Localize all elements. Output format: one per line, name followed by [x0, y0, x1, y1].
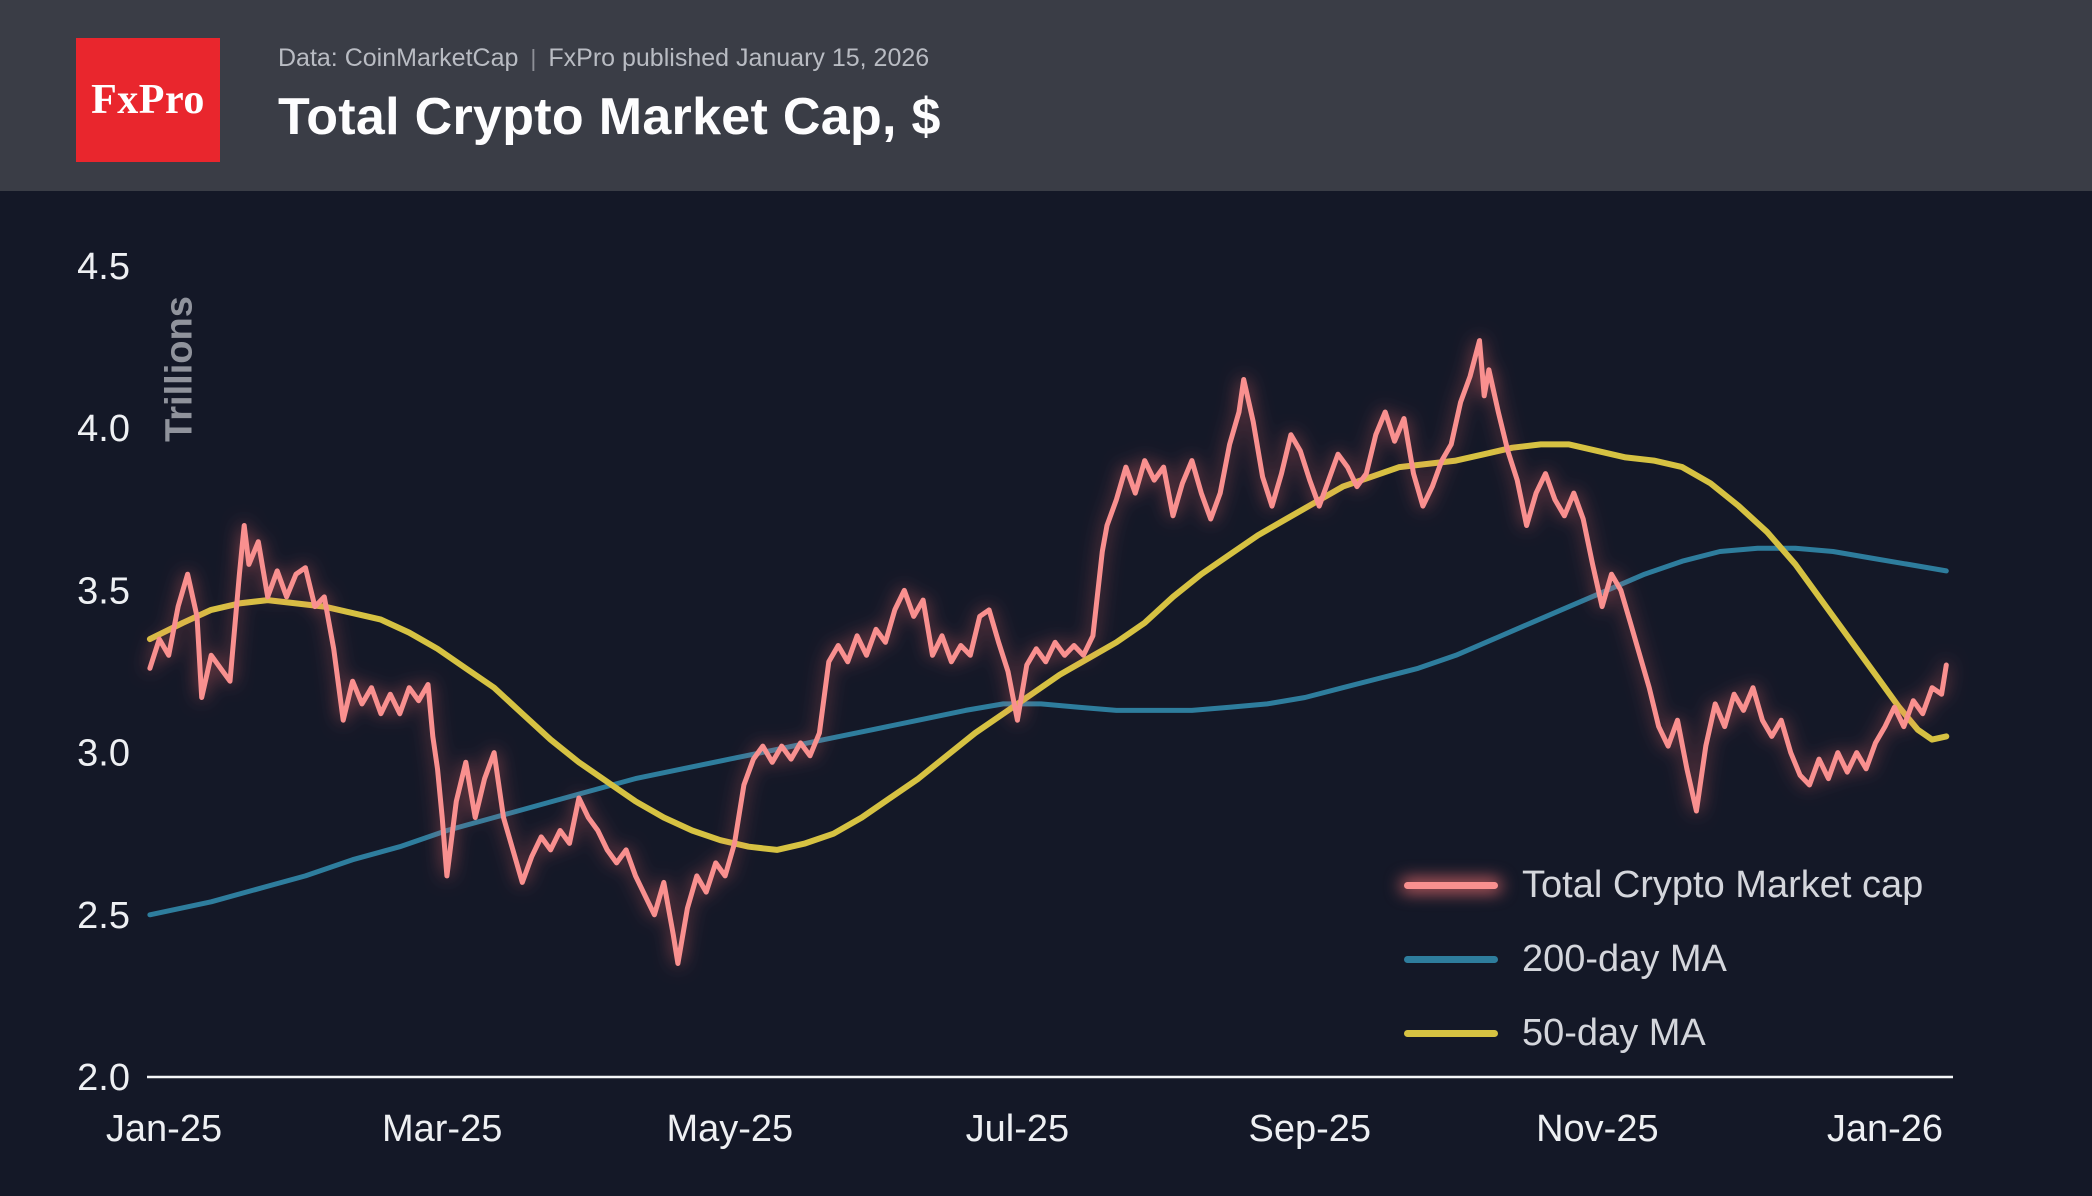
header-text: Data: CoinMarketCap | FxPro published Ja…	[278, 44, 941, 147]
axes: 4.5 4.0 3.5 3.0 2.5 2.0 Jan-25 Mar-25 May-25 Jul-…	[77, 246, 1953, 1150]
x-tick-label: May-25	[666, 1108, 793, 1150]
x-tick-label: Nov-25	[1536, 1108, 1659, 1150]
x-tick-label: Jan-26	[1827, 1108, 1943, 1150]
legend-item-50-day-ma: 50-day MA	[1404, 996, 1923, 1070]
y-tick-label: 2.5	[77, 895, 130, 937]
fxpro-logo-text: FxPro	[91, 77, 205, 123]
legend-label-market-cap: Total Crypto Market cap	[1522, 863, 1924, 906]
y-tick-label: 4.5	[77, 246, 130, 288]
legend-item-market-cap: Total Crypto Market cap	[1404, 848, 1923, 922]
y-tick-label: 3.0	[77, 733, 130, 775]
legend-swatch-market-cap	[1404, 881, 1498, 889]
y-axis-title: Trillions	[158, 296, 201, 442]
x-tick-label: Jul-25	[966, 1108, 1070, 1150]
fxpro-logo: FxPro	[76, 38, 220, 162]
legend-swatch-50-day-ma	[1404, 1029, 1498, 1037]
legend-label-50-day-ma: 50-day MA	[1522, 1011, 1706, 1054]
series-line-total-crypto-market-cap	[147, 338, 1949, 966]
published-label: FxPro published January 15, 2026	[548, 44, 930, 72]
x-tick-label: Mar-25	[382, 1108, 502, 1150]
data-source-line: Data: CoinMarketCap | FxPro published Ja…	[278, 44, 941, 73]
series-group	[146, 338, 1950, 966]
y-tick-label: 3.5	[77, 570, 130, 612]
separator: |	[530, 45, 537, 71]
legend-swatch-200-day-ma	[1404, 955, 1498, 963]
series-line-50-day-ma	[146, 441, 1950, 853]
chart-area: 4.5 4.0 3.5 3.0 2.5 2.0 Jan-25 Mar-25 May-25 Jul-…	[0, 191, 2092, 1196]
x-tick-label: Sep-25	[1248, 1108, 1371, 1150]
chart-svg: 4.5 4.0 3.5 3.0 2.5 2.0 Jan-25 Mar-25 May-25 Jul-…	[77, 246, 1953, 1150]
legend-item-200-day-ma: 200-day MA	[1404, 922, 1923, 996]
data-source-label: Data: CoinMarketCap	[278, 44, 519, 72]
legend: Total Crypto Market cap 200-day MA 50-da…	[1404, 848, 1923, 1070]
y-tick-label: 4.0	[77, 408, 130, 450]
x-tick-label: Jan-25	[106, 1108, 222, 1150]
legend-label-200-day-ma: 200-day MA	[1522, 937, 1727, 980]
page-title: Total Crypto Market Cap, $	[278, 88, 941, 146]
header: FxPro Data: CoinMarketCap | FxPro publis…	[0, 0, 2092, 191]
y-tick-label: 2.0	[77, 1057, 130, 1099]
